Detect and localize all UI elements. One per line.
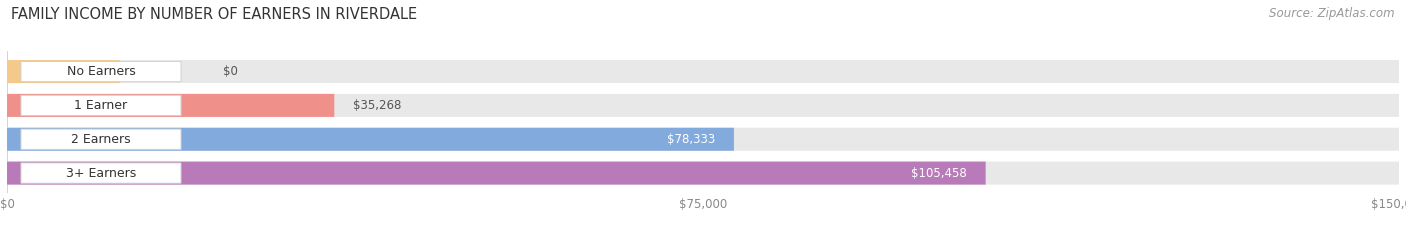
- FancyBboxPatch shape: [7, 161, 1399, 185]
- FancyBboxPatch shape: [7, 94, 1399, 117]
- FancyBboxPatch shape: [21, 129, 181, 149]
- Text: Source: ZipAtlas.com: Source: ZipAtlas.com: [1270, 7, 1395, 20]
- FancyBboxPatch shape: [21, 95, 181, 116]
- Text: $0: $0: [222, 65, 238, 78]
- FancyBboxPatch shape: [7, 128, 1399, 151]
- FancyBboxPatch shape: [21, 62, 181, 82]
- FancyBboxPatch shape: [7, 161, 986, 185]
- Text: 2 Earners: 2 Earners: [72, 133, 131, 146]
- Text: $105,458: $105,458: [911, 167, 967, 180]
- Text: 3+ Earners: 3+ Earners: [66, 167, 136, 180]
- FancyBboxPatch shape: [7, 128, 734, 151]
- FancyBboxPatch shape: [7, 60, 120, 83]
- Text: $35,268: $35,268: [353, 99, 401, 112]
- Text: No Earners: No Earners: [66, 65, 135, 78]
- FancyBboxPatch shape: [7, 60, 1399, 83]
- Text: FAMILY INCOME BY NUMBER OF EARNERS IN RIVERDALE: FAMILY INCOME BY NUMBER OF EARNERS IN RI…: [11, 7, 418, 22]
- Text: 1 Earner: 1 Earner: [75, 99, 128, 112]
- FancyBboxPatch shape: [21, 163, 181, 183]
- FancyBboxPatch shape: [7, 94, 335, 117]
- Text: $78,333: $78,333: [666, 133, 716, 146]
